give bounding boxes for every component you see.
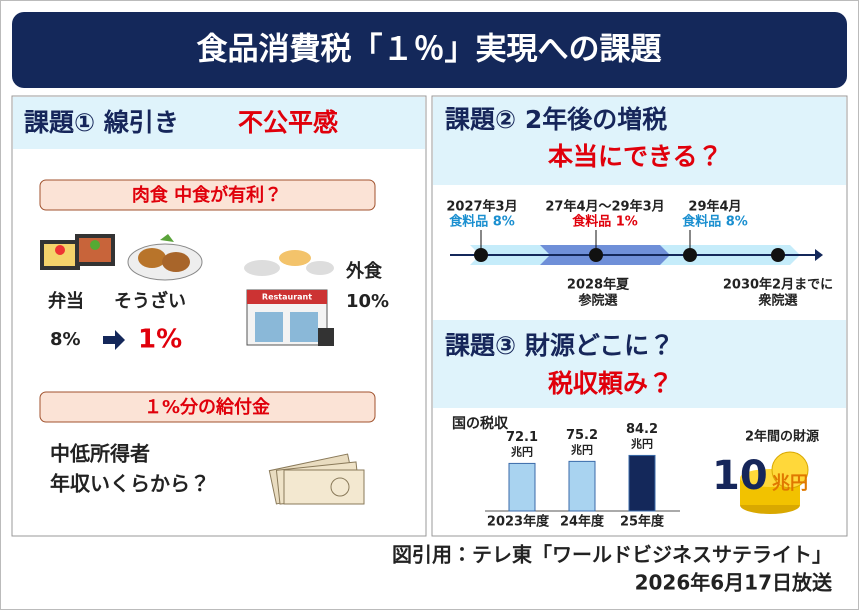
- highlight: 不公平感: [238, 108, 338, 137]
- timeline: [450, 230, 823, 265]
- bar: [628, 454, 656, 512]
- rate: 食料品 8%: [682, 214, 748, 230]
- category-label: 24年度: [560, 514, 605, 530]
- title-bar: [12, 12, 847, 88]
- label: そうざい: [114, 290, 186, 312]
- money-illustration: [268, 453, 365, 505]
- source: 図引用：テレ東「ワールドビジネスサテライト」: [392, 543, 832, 567]
- title: 食品消費税「１％」実現への課題: [197, 32, 662, 68]
- funding-value: 10: [712, 453, 768, 499]
- date: 2030年2月までに: [723, 277, 833, 293]
- event: 参院選: [577, 293, 617, 309]
- panel: [11, 95, 427, 537]
- rate: 食料品 1%: [572, 214, 638, 230]
- date: 29年4月: [688, 199, 741, 215]
- label: 外食: [345, 260, 383, 282]
- date: 27年4月～29年3月: [545, 199, 664, 215]
- panel-header: [13, 97, 425, 149]
- funding-unit: 兆円: [772, 473, 808, 494]
- unit-label: 兆円: [511, 444, 533, 458]
- category-label: 25年度: [620, 514, 665, 530]
- value-label: 75.2: [566, 428, 598, 443]
- panel-header: [433, 320, 846, 408]
- panel-header: [433, 97, 846, 185]
- rate: 10%: [346, 291, 389, 312]
- rate: 8%: [50, 329, 81, 350]
- croquette-illustration: [127, 234, 203, 281]
- category-label: 2023年度: [487, 514, 550, 530]
- date: 2027年3月: [446, 199, 517, 215]
- highlight: 税収頼み？: [548, 369, 673, 398]
- bento-illustration: [40, 234, 115, 270]
- question: 中低所得者: [50, 442, 150, 466]
- date: 2028年夏: [567, 277, 630, 293]
- broadcast: 2026年6月17日放送: [635, 571, 832, 595]
- unit-label: 兆円: [631, 436, 653, 450]
- subhead: 肉食 中食が有利？: [132, 184, 282, 206]
- subhead-box: [39, 179, 376, 211]
- heading: 課題① 線引き: [24, 108, 179, 137]
- bar: [508, 462, 536, 512]
- subhead-box: [39, 391, 376, 423]
- rate: 1%: [138, 325, 182, 355]
- value-label: 72.1: [506, 430, 538, 445]
- coins-illustration: [740, 451, 809, 514]
- arrow: [103, 330, 125, 350]
- sign: Restaurant: [262, 293, 312, 302]
- bar: [568, 460, 596, 512]
- heading: 課題③ 財源どこに？: [445, 331, 674, 360]
- restaurant-illustration: [244, 250, 334, 346]
- chart-title: 国の税収: [452, 415, 509, 432]
- highlight: 本当にできる？: [547, 142, 723, 171]
- label: 弁当: [48, 290, 84, 312]
- heading: 課題② 2年後の増税: [445, 105, 667, 134]
- rate: 食料品 8%: [449, 214, 515, 230]
- event: 衆院選: [757, 293, 797, 309]
- value-label: 84.2: [626, 422, 658, 437]
- question: 年収いくらから？: [50, 472, 210, 496]
- label: 2年間の財源: [745, 429, 819, 445]
- unit-label: 兆円: [571, 442, 593, 456]
- subhead: １%分の給付金: [144, 396, 271, 418]
